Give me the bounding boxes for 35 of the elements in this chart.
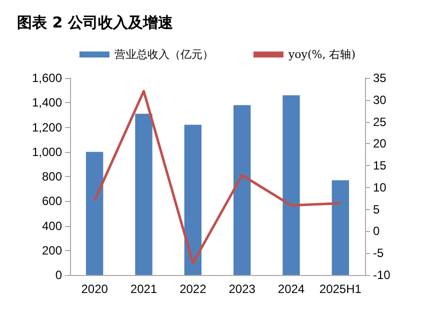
y2-tick-label: -10 bbox=[373, 268, 391, 282]
y2-tick-label: -5 bbox=[373, 246, 384, 260]
y2-tick-label: 5 bbox=[373, 202, 380, 216]
y2-tick-label: 30 bbox=[373, 92, 387, 107]
y-tick-label: 800 bbox=[42, 170, 62, 184]
bar bbox=[135, 114, 152, 275]
x-tick-label: 2024 bbox=[278, 282, 305, 296]
y2-tick-label: 20 bbox=[373, 136, 387, 151]
x-tick-label: 2021 bbox=[130, 282, 158, 296]
y-tick-label: 1,200 bbox=[32, 120, 62, 134]
x-tick-label: 2020 bbox=[81, 282, 108, 296]
bar bbox=[86, 152, 104, 275]
legend-label: yoy(%, 右轴) bbox=[287, 48, 356, 61]
line-series bbox=[93, 90, 342, 264]
y-tick-label: 1,000 bbox=[32, 144, 62, 159]
y2-tick-label: 35 bbox=[373, 71, 387, 85]
y-tick-label: 400 bbox=[42, 218, 62, 233]
chart-title: 图表 2 公司收入及增速 bbox=[17, 14, 174, 32]
bar bbox=[184, 124, 202, 275]
y-tick-label: 1,400 bbox=[32, 96, 62, 110]
x-tick-label: 2023 bbox=[228, 282, 256, 296]
x-tick-label: 2022 bbox=[180, 282, 207, 296]
y-tick-label: 0 bbox=[55, 268, 62, 282]
y2-tick-label: 0 bbox=[373, 224, 380, 238]
bar bbox=[332, 180, 350, 275]
y2-tick-label: 15 bbox=[373, 158, 387, 173]
bar bbox=[282, 95, 300, 275]
y2-tick-label: 10 bbox=[373, 180, 387, 194]
y-tick-label: 600 bbox=[42, 194, 62, 208]
legend-label: 营业总收入（亿元） bbox=[114, 48, 214, 61]
y2-tick-label: 25 bbox=[373, 114, 387, 129]
y-tick-label: 1,600 bbox=[32, 71, 62, 85]
y-tick-label: 200 bbox=[42, 243, 62, 258]
x-tick-label: 2025H1 bbox=[319, 282, 362, 296]
bar bbox=[233, 105, 251, 275]
